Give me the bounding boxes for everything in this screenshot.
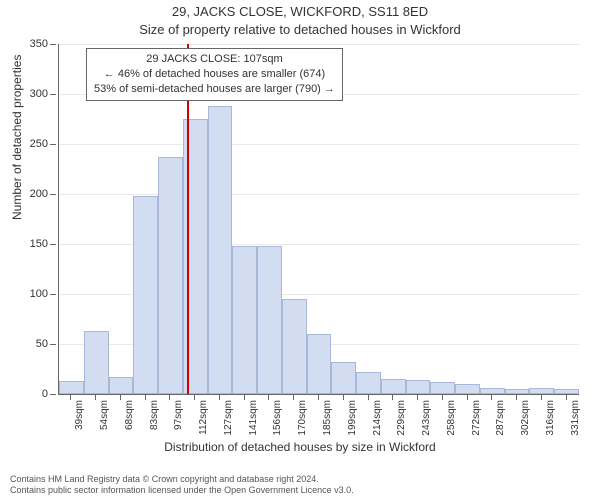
histogram-bar	[232, 246, 257, 394]
y-tick	[50, 344, 56, 345]
histogram-bar	[554, 389, 579, 394]
x-tick	[392, 394, 393, 400]
histogram-bar	[133, 196, 158, 394]
histogram-bar	[331, 362, 356, 394]
footer-line2: Contains public sector information licen…	[10, 485, 590, 496]
x-tick-label: 112sqm	[198, 400, 209, 435]
x-tick-label: 302sqm	[520, 400, 531, 436]
footer-attribution: Contains HM Land Registry data © Crown c…	[10, 474, 590, 497]
x-tick	[268, 394, 269, 400]
x-tick	[368, 394, 369, 400]
y-tick-label: 0	[8, 388, 48, 400]
y-tick-label: 50	[8, 338, 48, 350]
x-tick	[516, 394, 517, 400]
y-tick	[50, 44, 56, 45]
y-tick	[50, 244, 56, 245]
x-tick	[417, 394, 418, 400]
x-tick-label: 258sqm	[446, 400, 457, 436]
annotation-line2: ← 46% of detached houses are smaller (67…	[94, 67, 335, 82]
histogram-bar	[282, 299, 307, 394]
annotation-line1: 29 JACKS CLOSE: 107sqm	[94, 52, 335, 67]
x-tick	[145, 394, 146, 400]
annotation-line3: 53% of semi-detached houses are larger (…	[94, 82, 335, 97]
y-tick	[50, 94, 56, 95]
histogram-bar	[455, 384, 480, 394]
x-tick-label: 39sqm	[74, 400, 85, 430]
histogram-bar	[356, 372, 381, 394]
x-tick-label: 331sqm	[570, 400, 581, 436]
x-tick	[95, 394, 96, 400]
x-tick-label: 97sqm	[173, 400, 184, 430]
x-tick-label: 127sqm	[223, 400, 234, 436]
gridline	[59, 144, 579, 145]
x-tick	[541, 394, 542, 400]
x-tick	[169, 394, 170, 400]
y-tick	[50, 294, 56, 295]
footer-line1: Contains HM Land Registry data © Crown c…	[10, 474, 590, 485]
x-tick	[293, 394, 294, 400]
histogram-bar	[84, 331, 109, 394]
histogram-bar	[381, 379, 406, 394]
y-tick	[50, 144, 56, 145]
x-tick	[566, 394, 567, 400]
y-tick-label: 250	[8, 138, 48, 150]
x-tick-label: 156sqm	[272, 400, 283, 436]
x-tick	[318, 394, 319, 400]
x-tick	[343, 394, 344, 400]
x-tick-label: 83sqm	[149, 400, 160, 430]
y-tick	[50, 394, 56, 395]
y-tick-label: 150	[8, 238, 48, 250]
histogram-bar	[430, 382, 455, 394]
x-tick-label: 141sqm	[248, 400, 259, 436]
chart-container: 29, JACKS CLOSE, WICKFORD, SS11 8ED Size…	[0, 0, 600, 500]
x-axis-label: Distribution of detached houses by size …	[0, 440, 600, 454]
histogram-bar	[406, 380, 431, 394]
histogram-bar	[158, 157, 183, 394]
histogram-bar	[109, 377, 134, 394]
x-tick-label: 185sqm	[322, 400, 333, 436]
chart-title-sub: Size of property relative to detached ho…	[0, 22, 600, 37]
histogram-bar	[208, 106, 233, 394]
y-tick-label: 350	[8, 38, 48, 50]
histogram-bar	[59, 381, 84, 394]
histogram-bar	[257, 246, 282, 394]
x-tick	[442, 394, 443, 400]
y-tick-label: 200	[8, 188, 48, 200]
x-tick	[467, 394, 468, 400]
x-tick-label: 316sqm	[545, 400, 556, 436]
x-tick-label: 229sqm	[396, 400, 407, 436]
x-tick	[194, 394, 195, 400]
y-tick	[50, 194, 56, 195]
x-tick-label: 272sqm	[471, 400, 482, 436]
y-tick-label: 100	[8, 288, 48, 300]
histogram-bar	[529, 388, 554, 394]
x-tick	[244, 394, 245, 400]
x-tick-label: 243sqm	[421, 400, 432, 436]
y-tick-label: 300	[8, 88, 48, 100]
x-tick	[491, 394, 492, 400]
gridline	[59, 44, 579, 45]
x-tick	[219, 394, 220, 400]
annotation-box: 29 JACKS CLOSE: 107sqm ← 46% of detached…	[86, 48, 343, 101]
x-tick-label: 54sqm	[99, 400, 110, 430]
x-tick-label: 199sqm	[347, 400, 358, 436]
chart-title-main: 29, JACKS CLOSE, WICKFORD, SS11 8ED	[0, 4, 600, 19]
histogram-bar	[307, 334, 332, 394]
x-tick	[70, 394, 71, 400]
x-tick-label: 170sqm	[297, 400, 308, 436]
x-tick-label: 287sqm	[495, 400, 506, 436]
x-tick	[120, 394, 121, 400]
x-tick-label: 68sqm	[124, 400, 135, 430]
x-tick-label: 214sqm	[372, 400, 383, 436]
gridline	[59, 194, 579, 195]
